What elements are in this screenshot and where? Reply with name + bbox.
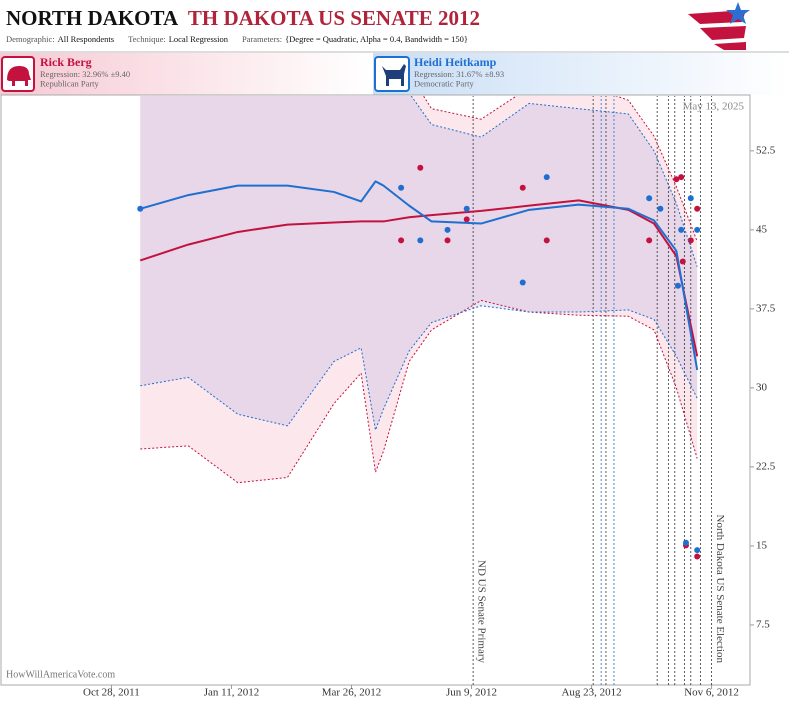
confidence-band	[140, 96, 698, 483]
watermark: HowWillAmericaVote.com	[6, 669, 115, 680]
parameters: Demographic: All Respondents Technique: Loc…	[6, 34, 468, 44]
poll-point	[444, 237, 451, 244]
poll-point	[519, 184, 526, 191]
poll-point	[417, 237, 424, 244]
poll-point	[519, 279, 526, 286]
y-tick-label: 37.5	[756, 302, 776, 314]
header-bg	[0, 0, 789, 52]
y-tick-label: 52.5	[756, 144, 776, 156]
poll-point	[694, 547, 701, 554]
legend-box-bg	[0, 53, 371, 95]
x-tick-label: Mar 26, 2012	[322, 687, 382, 699]
poll-point	[398, 184, 405, 191]
democratic-icon	[374, 56, 410, 92]
poll-point	[678, 174, 685, 181]
poll-point	[679, 258, 686, 265]
x-tick-label: Jan 11, 2012	[204, 687, 260, 699]
poll-point	[543, 174, 550, 181]
regression-line	[139, 199, 699, 357]
parameter-label: Parameters:	[242, 34, 282, 44]
event-label: ND US Senate Primary	[476, 560, 488, 663]
poll-point	[543, 237, 550, 244]
legend-name: Heidi Heitkamp	[414, 55, 497, 69]
title-main: NORTH DAKOTA	[6, 6, 179, 30]
poll-point	[694, 205, 701, 212]
legend-detail: Democratic Party	[414, 78, 474, 88]
title: NORTH DAKOTA TH DAKOTA US SENATE 2012	[6, 6, 480, 30]
regression-line	[139, 180, 699, 371]
parameter-value: {Degree = Quadratic, Alpha = 0.4, Bandwi…	[285, 34, 468, 44]
parameter-label: Demographic:	[6, 34, 55, 44]
poll-point	[694, 553, 701, 560]
poll-point	[646, 237, 653, 244]
legend-box-bg	[373, 53, 789, 95]
y-tick-label: 22.5	[756, 460, 776, 472]
x-tick-label: Jun 9, 2012	[446, 687, 497, 699]
band-edge	[422, 96, 698, 242]
poll-point	[417, 164, 424, 171]
y-tick-label: 30	[756, 381, 768, 393]
y-tick-label: 45	[756, 223, 768, 235]
legend-name: Rick Berg	[40, 55, 92, 69]
x-tick-label: Aug 23, 2012	[561, 687, 621, 699]
parameter-value: Local Regression	[169, 34, 229, 44]
poll-point	[694, 226, 701, 233]
legend-detail: Republican Party	[40, 78, 100, 88]
parameter-label: Technique:	[128, 34, 166, 44]
republican-icon	[1, 56, 35, 92]
poll-point	[463, 216, 470, 223]
plot-content	[137, 96, 712, 685]
poll-point	[687, 195, 694, 202]
poll-point	[687, 237, 694, 244]
logo	[688, 2, 750, 50]
title-extra: TH DAKOTA US SENATE 2012	[188, 6, 480, 30]
legend-detail: Regression: 31.67% ±8.93	[414, 69, 504, 79]
plot-area	[0, 94, 751, 686]
legend-detail: Regression: 32.96% ±9.40	[40, 69, 130, 79]
event-label: North Dakota US Senate Election	[714, 515, 726, 664]
poll-point	[678, 226, 685, 233]
poll-point	[137, 205, 144, 212]
poll-point	[682, 539, 689, 546]
confidence-band	[140, 96, 698, 431]
poll-point	[646, 195, 653, 202]
poll-point	[673, 176, 680, 183]
date-annotation: May 13, 2025	[683, 101, 745, 113]
y-tick-label: 15	[756, 539, 768, 551]
poll-point	[657, 205, 664, 212]
parameter-value: All Respondents	[58, 34, 114, 44]
y-tick-label: 7.5	[756, 618, 770, 630]
x-tick-label: Nov 6, 2012	[684, 687, 739, 699]
poll-point	[463, 205, 470, 212]
poll-point	[444, 226, 451, 233]
x-tick-label: Oct 28, 2011	[83, 687, 140, 699]
band-edge	[140, 305, 698, 432]
poll-point	[398, 237, 405, 244]
poll-point	[674, 282, 681, 289]
